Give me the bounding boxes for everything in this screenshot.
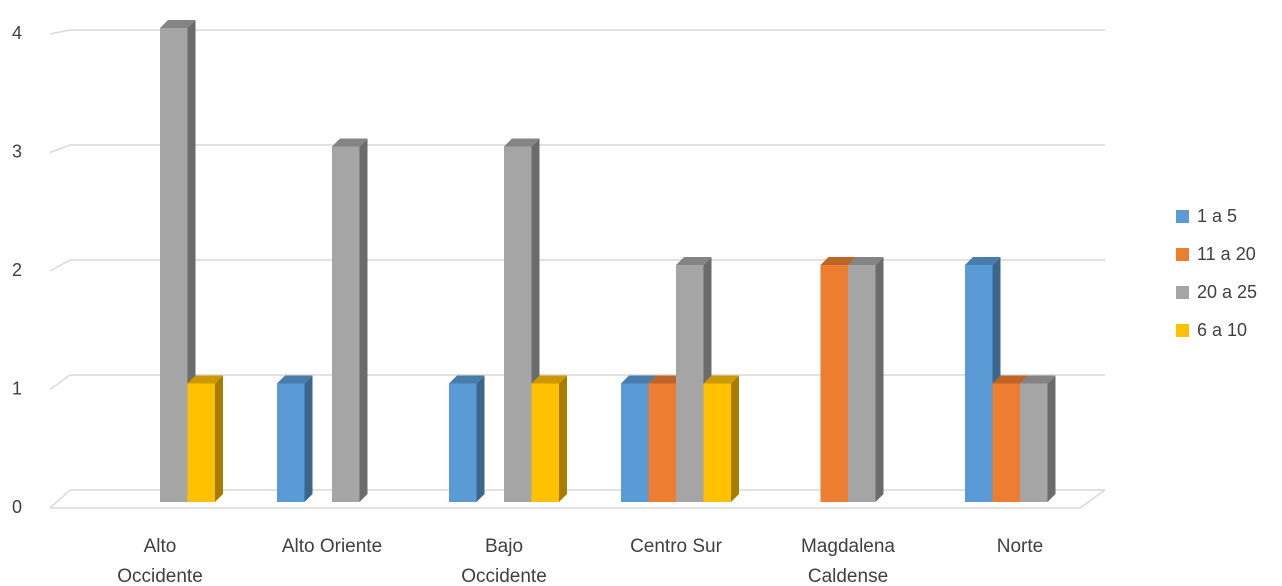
bar-top: [992, 375, 1028, 384]
bar-side: [559, 375, 567, 502]
x-tick-label: Occidente: [461, 566, 547, 586]
x-tick-label: Alto Oriente: [282, 536, 382, 557]
bar: [449, 383, 477, 502]
bar-top: [531, 375, 567, 384]
bar-side: [875, 257, 884, 502]
bar-top: [648, 375, 684, 384]
legend: 1 a 5 11 a 20 20 a 25 6 a 10: [1176, 206, 1257, 340]
y-tick-label: 2: [12, 260, 22, 280]
bar: [703, 383, 731, 502]
legend-label: 1 a 5: [1197, 206, 1237, 226]
bar-top: [187, 375, 223, 384]
legend-swatch: [1176, 248, 1189, 261]
gridline-side: [49, 29, 71, 35]
x-tick-label: Norte: [997, 536, 1043, 557]
bar-top: [703, 375, 739, 384]
legend-swatch: [1176, 210, 1189, 223]
y-tick-label: 1: [12, 379, 22, 399]
bar-side: [359, 138, 368, 502]
bar-top: [820, 257, 856, 265]
bar: [820, 265, 848, 502]
bar: [965, 265, 993, 502]
bars: [160, 20, 1056, 502]
x-tick-label: Bajo: [485, 536, 523, 557]
bar-top: [277, 375, 313, 384]
bar-side: [476, 375, 485, 502]
bar: [277, 383, 305, 502]
bar-top: [621, 375, 657, 384]
bar-top: [449, 375, 485, 384]
legend-swatch: [1176, 286, 1189, 299]
x-tick-label: Magdalena: [801, 536, 895, 557]
legend-label: 11 a 20: [1197, 244, 1256, 264]
bar-top: [848, 257, 884, 265]
legend-label: 6 a 10: [1197, 320, 1247, 340]
bar-side: [731, 375, 739, 502]
bar: [531, 383, 559, 502]
bar: [676, 265, 704, 502]
y-tick-label: 3: [12, 142, 22, 162]
x-tick-label: Centro Sur: [630, 536, 723, 557]
bar: [504, 146, 532, 502]
x-axis: Alto Occidente Alto Oriente Bajo Occidente Ce…: [117, 536, 1043, 586]
bar-top: [965, 257, 1001, 265]
gridline-side: [49, 259, 71, 272]
gridline-side: [49, 374, 71, 391]
bar: [160, 28, 188, 502]
bar-side: [304, 375, 313, 502]
bar: [648, 383, 676, 502]
y-axis: 0 1 2 3 4: [12, 23, 22, 517]
bar: [1020, 383, 1048, 502]
bar-top: [504, 138, 540, 147]
bar-top: [160, 20, 196, 28]
x-tick-label: Occidente: [117, 566, 203, 586]
gridline-side: [49, 144, 71, 154]
bar-top: [1020, 375, 1056, 384]
bar: [187, 383, 215, 502]
bar: [848, 265, 876, 502]
bar-top: [676, 257, 712, 265]
bar: [992, 383, 1020, 502]
y-tick-label: 4: [12, 23, 22, 43]
legend-swatch: [1176, 324, 1189, 337]
gridlines: [49, 29, 1106, 509]
legend-label: 20 a 25: [1197, 282, 1257, 302]
gridline-side: [49, 489, 71, 509]
x-tick-label: Alto: [144, 536, 177, 557]
bar: [332, 146, 360, 502]
bar-side: [215, 375, 223, 502]
bar-top: [332, 138, 368, 147]
x-tick-label: Caldense: [808, 566, 888, 586]
bar: [621, 383, 649, 502]
floor-edge-right: [1079, 489, 1106, 509]
y-tick-label: 0: [12, 497, 22, 517]
bar-side: [1047, 375, 1056, 502]
